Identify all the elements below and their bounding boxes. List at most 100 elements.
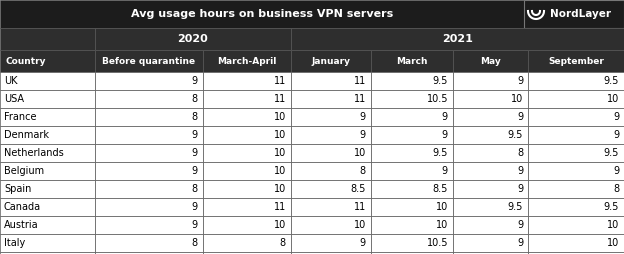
Bar xyxy=(371,198,453,216)
Text: January: January xyxy=(311,56,351,66)
Text: 9: 9 xyxy=(517,238,523,248)
Text: Netherlands: Netherlands xyxy=(4,148,64,158)
Bar xyxy=(453,252,528,254)
Bar xyxy=(528,108,624,126)
Text: 9: 9 xyxy=(360,238,366,248)
Text: 8: 8 xyxy=(613,184,619,194)
Bar xyxy=(95,72,203,90)
Text: Canada: Canada xyxy=(4,202,41,212)
Bar xyxy=(203,198,291,216)
Bar xyxy=(203,126,291,144)
Text: 9.5: 9.5 xyxy=(432,76,448,86)
Text: 9: 9 xyxy=(360,112,366,122)
Bar xyxy=(0,198,95,216)
Text: 8: 8 xyxy=(192,94,198,104)
Bar xyxy=(371,180,453,198)
Bar xyxy=(95,28,291,50)
Bar xyxy=(291,180,371,198)
Text: 11: 11 xyxy=(354,94,366,104)
Bar xyxy=(371,234,453,252)
Bar xyxy=(0,234,95,252)
Text: Austria: Austria xyxy=(4,220,39,230)
Bar xyxy=(0,126,95,144)
Text: 9: 9 xyxy=(517,166,523,176)
Text: 8: 8 xyxy=(517,148,523,158)
Text: 8: 8 xyxy=(280,238,286,248)
Bar xyxy=(203,108,291,126)
Text: 10: 10 xyxy=(436,220,448,230)
Bar xyxy=(453,216,528,234)
Text: 9: 9 xyxy=(613,166,619,176)
Bar xyxy=(291,216,371,234)
Bar xyxy=(453,126,528,144)
Bar xyxy=(0,50,95,72)
Bar xyxy=(371,252,453,254)
Bar xyxy=(453,180,528,198)
Bar xyxy=(203,72,291,90)
Bar xyxy=(0,180,95,198)
Text: 10: 10 xyxy=(607,94,619,104)
Text: USA: USA xyxy=(4,94,24,104)
Bar xyxy=(453,90,528,108)
Text: Italy: Italy xyxy=(4,238,25,248)
Bar xyxy=(95,234,203,252)
Text: 10.5: 10.5 xyxy=(426,94,448,104)
Text: 10: 10 xyxy=(274,130,286,140)
Text: Denmark: Denmark xyxy=(4,130,49,140)
Text: Avg usage hours on business VPN servers: Avg usage hours on business VPN servers xyxy=(131,9,393,19)
Text: 10: 10 xyxy=(354,220,366,230)
Text: 9.5: 9.5 xyxy=(603,76,619,86)
Text: 2020: 2020 xyxy=(178,34,208,44)
Bar xyxy=(291,234,371,252)
Bar xyxy=(453,198,528,216)
Text: Belgium: Belgium xyxy=(4,166,44,176)
Bar xyxy=(528,180,624,198)
Bar xyxy=(371,162,453,180)
Text: 8: 8 xyxy=(192,112,198,122)
Bar xyxy=(528,50,624,72)
Text: Spain: Spain xyxy=(4,184,31,194)
Text: 10: 10 xyxy=(274,148,286,158)
Bar xyxy=(291,108,371,126)
Bar xyxy=(203,162,291,180)
Bar xyxy=(371,126,453,144)
Bar xyxy=(291,144,371,162)
Bar xyxy=(528,126,624,144)
Bar xyxy=(528,162,624,180)
Text: 11: 11 xyxy=(274,202,286,212)
Bar xyxy=(291,50,371,72)
Bar xyxy=(203,216,291,234)
Text: 9: 9 xyxy=(192,76,198,86)
Bar xyxy=(203,252,291,254)
Bar xyxy=(453,50,528,72)
Bar xyxy=(291,198,371,216)
Bar xyxy=(95,108,203,126)
Bar xyxy=(95,162,203,180)
Text: 10: 10 xyxy=(274,112,286,122)
Bar xyxy=(95,198,203,216)
Bar xyxy=(291,72,371,90)
Bar xyxy=(528,72,624,90)
Bar xyxy=(0,90,95,108)
Text: 10: 10 xyxy=(607,238,619,248)
Text: 8: 8 xyxy=(192,184,198,194)
Bar xyxy=(528,234,624,252)
Text: 9: 9 xyxy=(192,166,198,176)
Text: 8: 8 xyxy=(360,166,366,176)
Bar xyxy=(203,50,291,72)
Bar xyxy=(0,162,95,180)
Bar xyxy=(291,252,371,254)
Bar xyxy=(528,144,624,162)
Text: 11: 11 xyxy=(354,76,366,86)
Text: 9.5: 9.5 xyxy=(508,202,523,212)
Text: 10: 10 xyxy=(436,202,448,212)
Bar xyxy=(291,90,371,108)
Bar xyxy=(0,0,624,28)
Bar xyxy=(203,90,291,108)
Bar xyxy=(0,144,95,162)
Text: 9: 9 xyxy=(517,184,523,194)
Bar xyxy=(95,252,203,254)
Bar xyxy=(528,252,624,254)
Text: 8: 8 xyxy=(192,238,198,248)
Text: 10: 10 xyxy=(274,220,286,230)
